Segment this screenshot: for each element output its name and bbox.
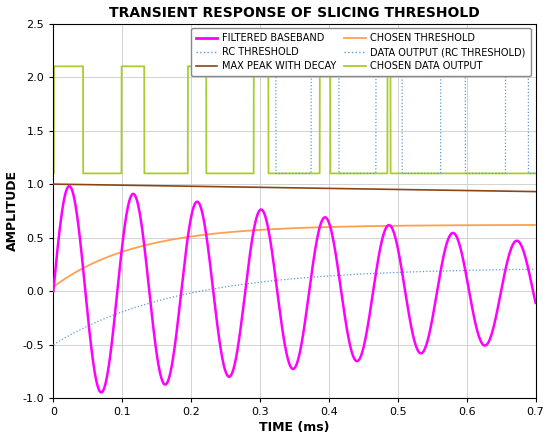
Title: TRANSIENT RESPONSE OF SLICING THRESHOLD: TRANSIENT RESPONSE OF SLICING THRESHOLD [109,6,480,19]
Y-axis label: AMPLITUDE: AMPLITUDE [6,170,19,251]
Legend: FILTERED BASEBAND, RC THRESHOLD, MAX PEAK WITH DECAY, CHOSEN THRESHOLD, DATA OUT: FILTERED BASEBAND, RC THRESHOLD, MAX PEA… [191,28,531,76]
X-axis label: TIME (ms): TIME (ms) [259,422,329,434]
